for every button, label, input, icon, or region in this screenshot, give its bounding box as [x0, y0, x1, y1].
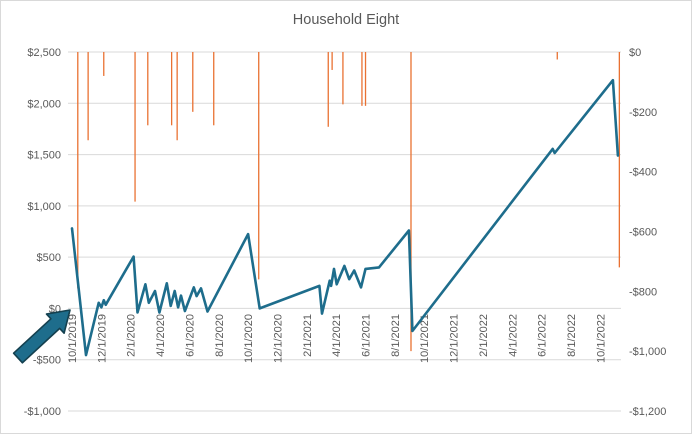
svg-text:-$600: -$600 — [629, 227, 657, 239]
svg-text:12/1/2020: 12/1/2020 — [272, 314, 284, 363]
svg-text:-$400: -$400 — [629, 167, 657, 179]
svg-text:8/1/2021: 8/1/2021 — [390, 314, 402, 357]
svg-text:$2,000: $2,000 — [27, 98, 61, 110]
svg-text:$1,000: $1,000 — [27, 201, 61, 213]
svg-text:4/1/2022: 4/1/2022 — [507, 314, 519, 357]
svg-text:2/1/2020: 2/1/2020 — [126, 314, 138, 357]
svg-text:8/1/2020: 8/1/2020 — [214, 314, 226, 357]
svg-text:6/1/2020: 6/1/2020 — [184, 314, 196, 357]
svg-text:$0: $0 — [629, 47, 641, 59]
svg-text:12/1/2019: 12/1/2019 — [96, 314, 108, 363]
svg-text:10/1/2020: 10/1/2020 — [243, 314, 255, 363]
svg-text:4/1/2021: 4/1/2021 — [331, 314, 343, 357]
svg-text:12/1/2021: 12/1/2021 — [449, 314, 461, 363]
svg-text:-$800: -$800 — [629, 286, 657, 298]
svg-text:6/1/2022: 6/1/2022 — [537, 314, 549, 357]
svg-text:-$1,000: -$1,000 — [24, 406, 61, 418]
svg-text:10/1/2022: 10/1/2022 — [595, 314, 607, 363]
svg-text:10/1/2019: 10/1/2019 — [67, 314, 79, 363]
x-axis-labels: 10/1/2019 12/1/2019 2/1/2020 4/1/2020 6/1/20… — [67, 314, 607, 363]
svg-text:-$1,000: -$1,000 — [629, 346, 666, 358]
svg-text:-$200: -$200 — [629, 107, 657, 119]
gridlines — [68, 51, 621, 412]
svg-text:6/1/2021: 6/1/2021 — [361, 314, 373, 357]
svg-text:2/1/2021: 2/1/2021 — [302, 314, 314, 357]
balance-line — [70, 78, 620, 357]
svg-text:-$500: -$500 — [33, 355, 61, 367]
svg-text:10/1/2021: 10/1/2021 — [419, 314, 431, 363]
highlight-arrow — [12, 309, 71, 364]
y-axis-right-labels: $0 -$200 -$400 -$600 -$800 -$1,000 -$1,200 — [629, 47, 666, 418]
y-axis-left-labels: $2,500$2,000$1,500$1,000$500$0-$500-$1,0… — [24, 47, 61, 418]
svg-text:8/1/2022: 8/1/2022 — [566, 314, 578, 357]
chart-title: Household Eight — [292, 12, 400, 28]
svg-text:4/1/2020: 4/1/2020 — [155, 314, 167, 357]
svg-text:-$1,200: -$1,200 — [629, 406, 666, 418]
svg-text:$1,500: $1,500 — [27, 150, 61, 162]
svg-text:$500: $500 — [37, 252, 61, 264]
svg-text:$2,500: $2,500 — [27, 47, 61, 59]
svg-text:2/1/2022: 2/1/2022 — [478, 314, 490, 357]
